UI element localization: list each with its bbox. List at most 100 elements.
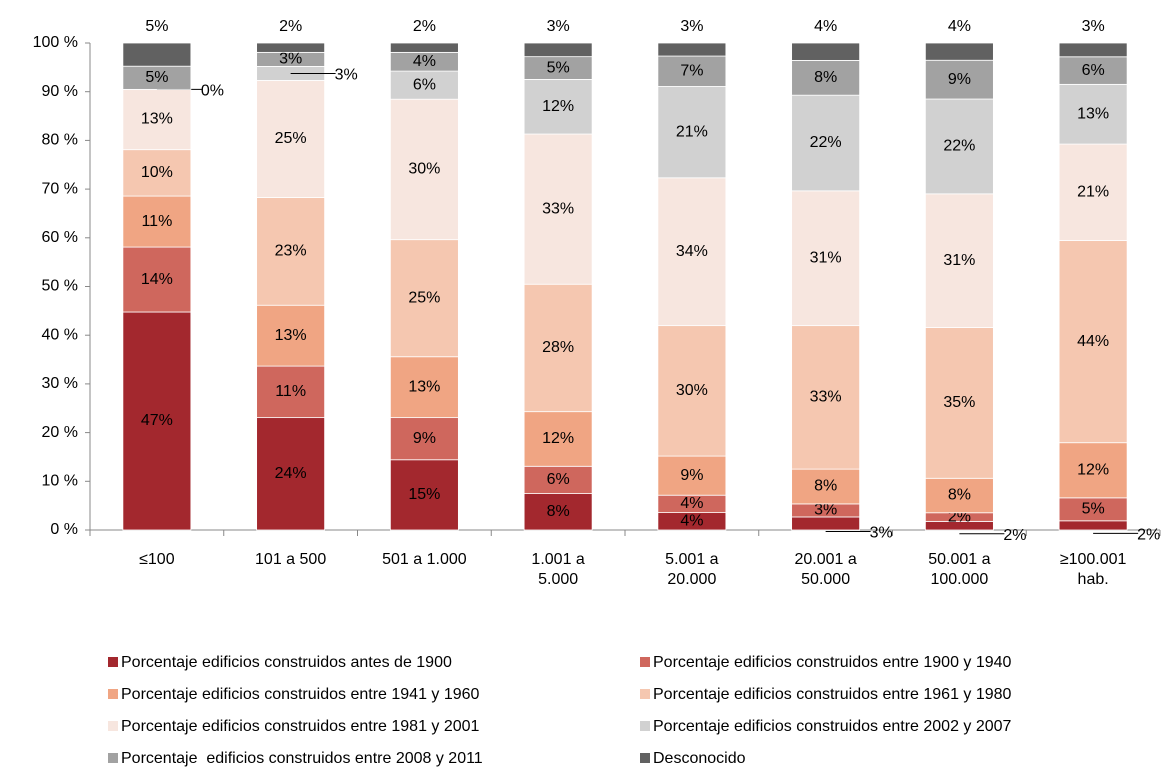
bar-segment (122, 42, 192, 67)
bar-segment (389, 417, 459, 461)
data-label: 8% (948, 487, 971, 504)
data-label: 6% (1082, 62, 1105, 79)
legend-swatch (640, 721, 650, 731)
data-label: 11% (141, 213, 172, 230)
bar-segment (523, 42, 593, 58)
data-label: 22% (810, 134, 842, 151)
y-tick-label: 70 % (42, 180, 78, 197)
bar-segment (1058, 83, 1128, 145)
data-label: 12% (1077, 461, 1109, 478)
data-label: 5% (1082, 501, 1105, 518)
bar-segment (1058, 442, 1128, 499)
bar-segment (256, 365, 326, 419)
data-label: 33% (542, 200, 574, 217)
bar-segment (657, 455, 727, 496)
data-label: 5% (145, 18, 168, 35)
legend-label: Desconocido (653, 750, 746, 767)
legend-swatch (108, 689, 118, 699)
bar-segment (523, 79, 593, 135)
data-label: 44% (1077, 333, 1109, 350)
legend-label: Porcentaje edificios construidos entre 1… (653, 686, 1012, 703)
bar-segment (791, 190, 861, 327)
bar-segment (256, 42, 326, 53)
data-label: 14% (141, 271, 173, 288)
bar-segment (924, 42, 994, 61)
data-label: 25% (275, 130, 307, 147)
y-tick-label: 80 % (42, 132, 78, 149)
bar-segment (389, 239, 459, 358)
y-tick-label: 100 % (33, 34, 78, 51)
x-tick-label: 5.001 a (665, 551, 718, 568)
bar-segment (389, 42, 459, 53)
data-label: 25% (408, 289, 440, 306)
data-label: 9% (948, 71, 971, 88)
bar-segment (924, 98, 994, 195)
bar-segment (523, 133, 593, 285)
bar-segment (1058, 520, 1128, 531)
y-tick-label: 50 % (42, 278, 78, 295)
bar-segment (122, 246, 192, 313)
data-label: 31% (810, 249, 842, 266)
bar-segment (657, 42, 727, 57)
data-label: 3% (814, 502, 837, 519)
bar-segment (1058, 143, 1128, 241)
x-tick-label: 50.000 (801, 571, 850, 588)
data-label: 3% (335, 67, 358, 84)
legend-swatch (108, 721, 118, 731)
data-label: 2% (279, 18, 302, 35)
data-label: 4% (948, 18, 971, 35)
bar-segment (791, 325, 861, 470)
x-tick-label: 5.000 (538, 571, 578, 588)
data-label: 5% (145, 69, 168, 86)
x-tick-label: ≥100.001 (1060, 551, 1127, 568)
data-label: 15% (408, 486, 440, 503)
data-label: 31% (943, 252, 975, 269)
data-label: 35% (943, 394, 975, 411)
y-tick-label: 60 % (42, 229, 78, 246)
data-label: 4% (413, 53, 436, 70)
x-tick-label: 20.000 (667, 571, 716, 588)
data-label: 5% (547, 59, 570, 76)
data-label: 9% (413, 430, 436, 447)
data-label: 8% (547, 503, 570, 520)
bar-segment (791, 94, 861, 192)
data-label: 4% (680, 495, 703, 512)
y-tick-label: 10 % (42, 473, 78, 490)
data-label: 4% (814, 18, 837, 35)
x-tick-label: 100.000 (930, 571, 988, 588)
legend-label: Porcentaje edificios construidos entre 2… (653, 718, 1012, 735)
data-label: 33% (810, 389, 842, 406)
bar-segment (924, 477, 994, 514)
bar-segment (791, 59, 861, 96)
bar-segment (389, 70, 459, 100)
legend-swatch (640, 753, 650, 763)
bar-segment (523, 493, 593, 531)
data-label: 24% (275, 465, 307, 482)
bar-segment (389, 356, 459, 419)
data-label: 4% (680, 513, 703, 530)
x-tick-label: ≤100 (139, 551, 175, 568)
data-label: 6% (413, 76, 436, 93)
data-label: 2% (413, 18, 436, 35)
bar-segment (791, 42, 861, 61)
data-label: 13% (408, 378, 440, 395)
data-label: 13% (275, 327, 307, 344)
x-tick-label: 50.001 a (928, 551, 990, 568)
x-tick-label: 20.001 a (794, 551, 856, 568)
x-tick-label: 501 a 1.000 (382, 551, 467, 568)
legend-swatch (108, 657, 118, 667)
data-label: 11% (275, 383, 306, 400)
y-tick-label: 30 % (42, 375, 78, 392)
x-tick-label: hab. (1078, 571, 1109, 588)
data-label: 23% (275, 243, 307, 260)
data-label: 13% (141, 111, 173, 128)
bar-segment (1058, 42, 1128, 58)
data-label: 22% (943, 138, 975, 155)
bar-segment (924, 327, 994, 479)
bar-segment (657, 177, 727, 327)
y-tick-label: 40 % (42, 326, 78, 343)
data-label: 10% (141, 164, 173, 181)
y-tick-label: 20 % (42, 424, 78, 441)
